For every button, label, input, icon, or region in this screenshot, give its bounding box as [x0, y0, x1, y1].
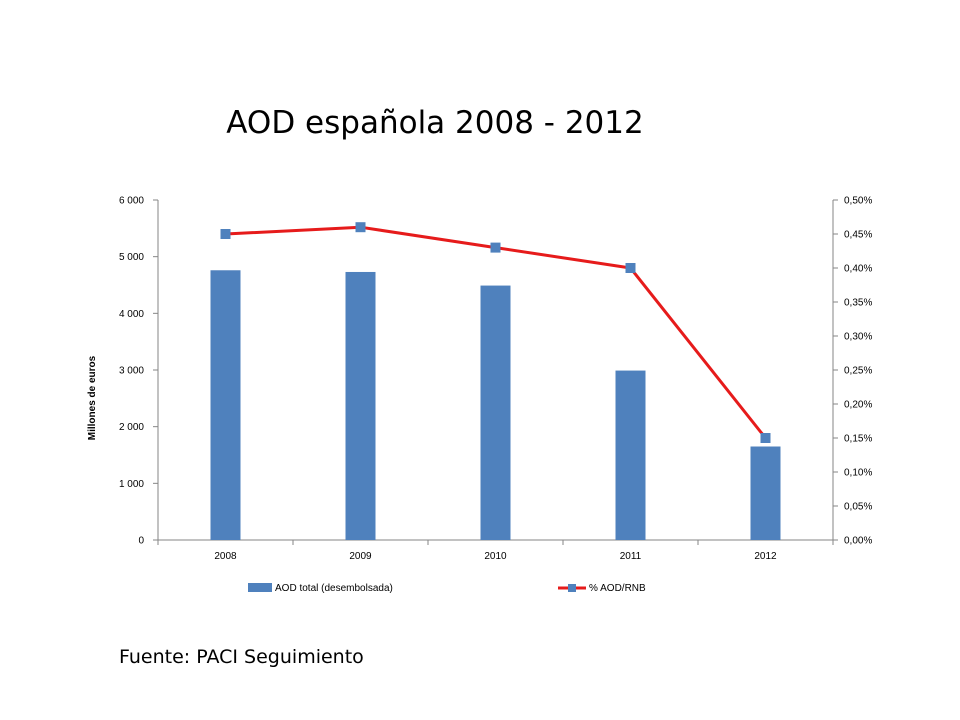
line-marker	[625, 263, 636, 273]
y-tick-label: 4 000	[119, 309, 144, 320]
y-tick-label: 6 000	[119, 196, 144, 207]
bar	[345, 271, 376, 540]
x-tick-label: 2011	[620, 551, 642, 562]
y2-tick-label: 0,40%	[844, 264, 872, 275]
y2-tick-label: 0,25%	[844, 366, 872, 377]
x-tick-label: 2009	[349, 551, 372, 562]
y2-tick-label: 0,45%	[844, 230, 872, 241]
legend-label-line: % AOD/RNB	[589, 583, 646, 594]
y2-tick-label: 0,20%	[844, 400, 872, 411]
source-note: Fuente: PACI Seguimiento	[119, 646, 364, 668]
y2-tick-label: 0,30%	[844, 332, 872, 343]
bar	[480, 285, 511, 540]
y2-tick-label: 0,15%	[844, 434, 872, 445]
x-tick-label: 2010	[484, 551, 507, 562]
tick-labels: 0 1 000 2 000 3 000 4 000 5 000 6 000 0,00% 0,05…	[119, 196, 872, 563]
y-axis-label: Millones de euros	[87, 355, 98, 440]
x-tick-label: 2008	[214, 551, 237, 562]
legend: AOD total (desembolsada) % AOD/RNB	[248, 583, 646, 594]
line-marker	[490, 242, 501, 253]
y-tick-label: 0	[138, 536, 144, 547]
y-tick-label: 3 000	[119, 366, 144, 377]
y2-tick-label: 0,35%	[844, 298, 872, 309]
y2-tick-label: 0,50%	[844, 196, 872, 207]
bar	[615, 370, 646, 540]
y-tick-label: 1 000	[119, 479, 144, 490]
y2-tick-label: 0,10%	[844, 468, 872, 479]
y2-tick-label: 0,05%	[844, 502, 872, 513]
bar-series	[210, 270, 781, 540]
line-marker	[760, 433, 771, 443]
y2-tick-label: 0,00%	[844, 536, 872, 547]
slide-title: AOD española 2008 - 2012	[226, 105, 644, 141]
y-tick-label: 2 000	[119, 422, 144, 433]
bar	[750, 446, 781, 540]
x-tick-label: 2012	[754, 551, 777, 562]
line-marker	[220, 229, 231, 239]
legend-swatch-bar	[248, 583, 272, 592]
legend-swatch-marker	[568, 584, 576, 592]
line-series	[220, 222, 771, 443]
y-tick-label: 5 000	[119, 252, 144, 263]
line-marker	[355, 222, 366, 233]
bar	[210, 270, 241, 540]
legend-label-bar: AOD total (desembolsada)	[275, 583, 393, 594]
